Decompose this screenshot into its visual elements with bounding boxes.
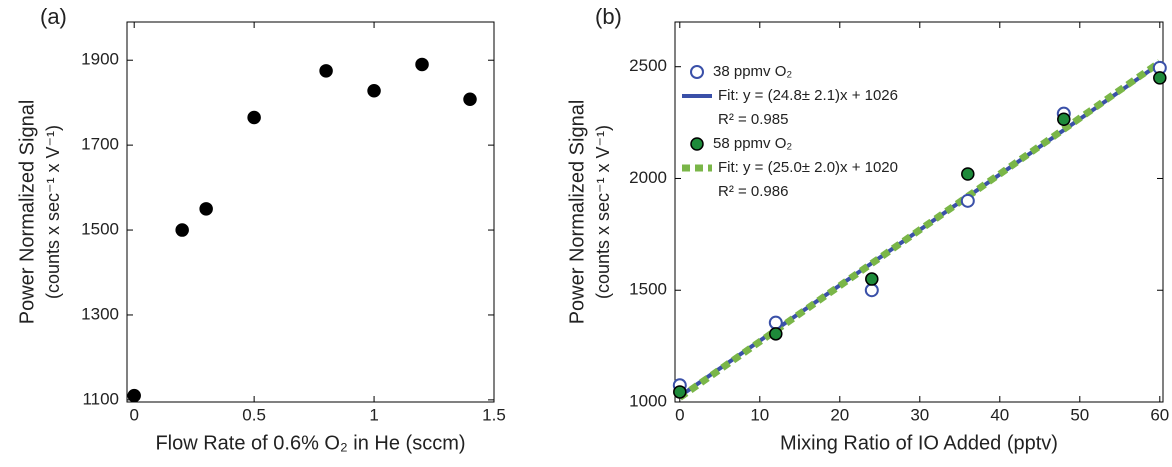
data-point — [247, 110, 261, 125]
x-tick-label: 0 — [675, 405, 684, 424]
data-point — [769, 327, 783, 341]
fit-line — [677, 59, 1162, 401]
legend-label: Fit: y = (25.0± 2.0)x + 1020 — [718, 159, 898, 176]
data-point — [319, 64, 333, 78]
data-point — [415, 57, 429, 72]
y-axis-label: Power Normalized Signal — [16, 100, 38, 325]
y-tick-label: 1700 — [81, 135, 119, 154]
y-tick-label: 1300 — [81, 304, 119, 323]
legend-label: Fit: y = (24.8± 2.1)x + 1026 — [718, 87, 898, 104]
y-tick-label: 1100 — [82, 389, 119, 408]
y-axis-label: (counts x sec⁻¹ x V⁻¹) — [593, 125, 613, 299]
annotation: R² = 0.986 — [718, 183, 788, 200]
legend-label: 38 ppmv O₂ — [713, 63, 792, 80]
y-tick-label: 1000 — [629, 391, 667, 410]
data-point — [1153, 71, 1167, 85]
x-tick-label: 60 — [1150, 405, 1169, 424]
data-point — [127, 388, 141, 403]
y-axis-label: (counts x sec⁻¹ x V⁻¹) — [43, 125, 63, 299]
panel-label: (b) — [595, 4, 622, 29]
legend-marker — [690, 65, 704, 79]
x-tick-label: 1 — [369, 405, 378, 424]
x-tick-label: 50 — [1070, 405, 1089, 424]
x-tick-label: 20 — [830, 405, 849, 424]
data-point — [367, 84, 381, 98]
data-point — [463, 92, 477, 107]
x-axis-label: Mixing Ratio of IO Added (pptv) — [780, 432, 1058, 454]
x-tick-label: 30 — [910, 405, 929, 424]
y-tick-label: 1500 — [81, 220, 119, 239]
data-point — [1057, 112, 1071, 126]
x-tick-label: 40 — [990, 405, 1009, 424]
data-point — [768, 315, 783, 330]
y-axis-label: Power Normalized Signal — [566, 100, 588, 325]
data-point — [865, 272, 879, 286]
x-axis-label: Flow Rate of 0.6% O₂ in He (sccm) — [155, 432, 465, 454]
data-point — [961, 167, 975, 181]
data-point — [199, 202, 213, 216]
x-tick-label: 10 — [750, 405, 769, 424]
y-tick-label: 2000 — [629, 168, 667, 187]
x-tick-label: 0 — [129, 405, 138, 424]
x-tick-label: 0.5 — [242, 405, 266, 424]
data-point — [864, 283, 879, 298]
annotation: R² = 0.985 — [718, 111, 788, 128]
data-point — [673, 385, 687, 399]
data-point — [175, 223, 189, 237]
axes-box — [126, 21, 495, 403]
axes-box — [674, 21, 1164, 403]
legend-label: 58 ppmv O₂ — [713, 135, 792, 152]
data-point — [960, 193, 975, 208]
y-tick-label: 2500 — [629, 56, 667, 75]
x-tick-label: 1.5 — [482, 405, 506, 424]
y-tick-label: 1500 — [629, 280, 667, 299]
panel-label: (a) — [40, 4, 67, 29]
y-tick-label: 1900 — [81, 50, 119, 69]
legend-marker — [690, 137, 704, 151]
